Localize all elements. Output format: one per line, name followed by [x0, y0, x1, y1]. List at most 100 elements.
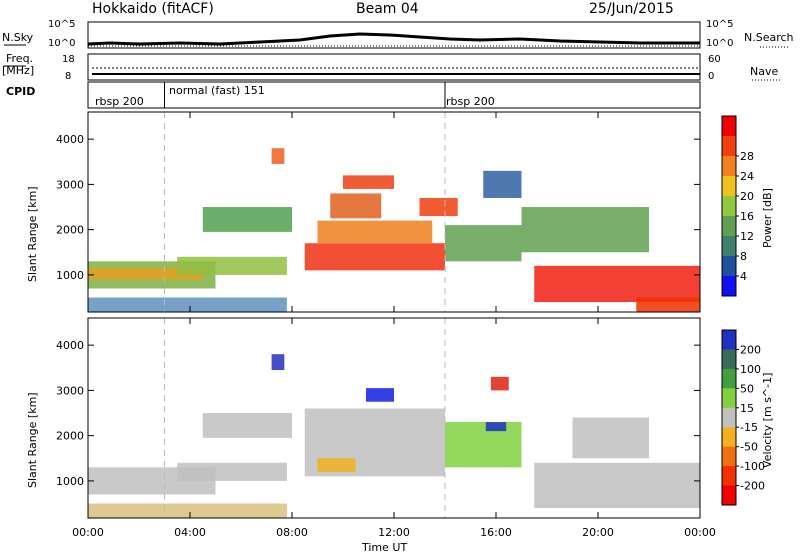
power-region: [317, 220, 433, 244]
power-region: [88, 297, 287, 312]
time-tick-label: 00:00: [684, 526, 716, 539]
power-ytick-label: 4000: [56, 133, 84, 146]
velocity-region: [202, 413, 292, 438]
velocity-panel: 1000 2000 3000 4000: [56, 317, 701, 519]
velocity-ytick-label: 2000: [56, 430, 84, 443]
time-tick-label: 16:00: [480, 526, 512, 539]
power-region: [202, 207, 292, 232]
noise-right-tick-bottom: 10^0: [706, 38, 734, 49]
velocity-region: [445, 422, 522, 468]
power-region: [419, 197, 458, 217]
velocity-colorbar-swatch: [722, 427, 736, 448]
nave-label: Nave: [750, 65, 779, 78]
power-colorbar-swatch: [722, 256, 736, 277]
noise-panel-frame: [87, 21, 701, 49]
velocity-region: [485, 422, 507, 432]
time-tick-label: 12:00: [378, 526, 410, 539]
power-region: [483, 170, 522, 198]
freq-right-tick-top: 60: [708, 54, 721, 65]
velocity-region: [534, 462, 700, 509]
velocity-colorbar-tick-label: -50: [740, 441, 758, 454]
power-colorbar-tick-label: 8: [740, 250, 747, 263]
time-axis-label: Time UT: [362, 541, 408, 554]
cpid-segment-3: rbsp 200: [446, 95, 495, 108]
time-tick-label: 04:00: [174, 526, 206, 539]
power-colorbar-tick-label: 24: [740, 170, 754, 183]
power-region: [177, 256, 287, 275]
velocity-region: [271, 354, 285, 371]
freq-panel-frame: [87, 53, 701, 81]
velocity-colorbar-swatch: [722, 330, 736, 350]
velocity-colorbar-tick-label: -15: [740, 421, 758, 434]
velocity-region: [365, 388, 394, 402]
time-tick-label: 08:00: [276, 526, 308, 539]
velocity-colorbar-tick-label: 50: [740, 382, 754, 395]
velocity-colorbar-tick-label: -200: [740, 480, 765, 493]
velocity-region: [177, 462, 287, 481]
power-region: [636, 297, 700, 312]
velocity-colorbar-swatch: [722, 368, 736, 389]
velocity-colorbar: 200 100 50 15 -15 -50 -100 -200: [721, 329, 765, 506]
freq-unit-label: [MHz]: [2, 64, 35, 77]
cpid-segment-1: rbsp 200: [95, 95, 144, 108]
power-region: [534, 265, 700, 303]
power-region: [330, 193, 382, 219]
velocity-colorbar-swatch: [722, 485, 736, 506]
power-region: [304, 243, 445, 271]
freq-label: Freq.: [6, 52, 34, 65]
freq-left-tick-bottom: 8: [65, 71, 72, 82]
velocity-colorbar-swatch: [722, 407, 736, 428]
power-colorbar-swatch: [722, 156, 736, 177]
power-colorbar-swatch: [722, 196, 736, 217]
beam-title: Beam 04: [356, 1, 419, 17]
velocity-region: [317, 458, 356, 472]
velocity-colorbar-swatch: [722, 446, 736, 467]
power-colorbar-swatch: [722, 176, 736, 197]
power-ytick-label: 2000: [56, 224, 84, 237]
power-ytick-label: 3000: [56, 178, 84, 191]
velocity-colorbar-swatch: [722, 466, 736, 487]
velocity-region: [88, 503, 287, 518]
cpid-panel-frame: [87, 81, 701, 109]
power-colorbar-tick-label: 12: [740, 230, 754, 243]
noise-search-label: N.Search: [744, 31, 794, 44]
velocity-ytick-label: 4000: [56, 339, 84, 352]
cpid-segment-2: normal (fast) 151: [169, 84, 265, 97]
power-colorbar-frame: [721, 115, 737, 297]
power-colorbar-tick-label: 4: [740, 270, 747, 283]
power-region: [521, 207, 649, 253]
power-colorbar-swatch: [722, 236, 736, 257]
station-title: Hokkaido (fitACF): [92, 1, 214, 17]
time-tick-label: 20:00: [582, 526, 614, 539]
velocity-ytick-label: 1000: [56, 475, 84, 488]
power-region: [445, 225, 522, 262]
date-title: 25/Jun/2015: [589, 1, 674, 17]
power-colorbar-swatch: [722, 276, 736, 297]
power-region: [271, 148, 285, 165]
velocity-ytick-label: 3000: [56, 384, 84, 397]
power-ytick-label: 1000: [56, 269, 84, 282]
power-panel: 1000 2000 3000 4000: [56, 111, 701, 313]
cpid-label: CPID: [6, 85, 36, 98]
power-region: [343, 175, 394, 189]
freq-left-tick-top: 18: [62, 54, 75, 65]
power-colorbar-swatch: [722, 216, 736, 237]
noise-right-tick-top: 10^5: [706, 19, 734, 30]
time-tick-label: 00:00: [72, 526, 104, 539]
power-region: [88, 268, 203, 280]
velocity-colorbar-swatch: [722, 388, 736, 409]
velocity-colorbar-tick-label: 200: [740, 343, 761, 356]
power-colorbar-tick-label: 28: [740, 150, 754, 163]
time-axis: 00:00 04:00 08:00 12:00 16:00 20:00 00:00: [72, 526, 716, 539]
noise-sky-label: N.Sky: [2, 31, 34, 44]
velocity-colorbar-tick-label: -100: [740, 460, 765, 473]
noise-sky-trace: [87, 32, 700, 46]
noise-left-tick-bottom: 10^0: [48, 38, 76, 49]
velocity-colorbar-tick-label: 15: [740, 402, 754, 415]
velocity-colorbar-tick-label: 100: [740, 363, 761, 376]
velocity-region: [572, 417, 649, 459]
freq-right-tick-bottom: 0: [708, 71, 715, 82]
cpid-dividers: [164, 82, 446, 108]
velocity-region: [490, 376, 509, 391]
